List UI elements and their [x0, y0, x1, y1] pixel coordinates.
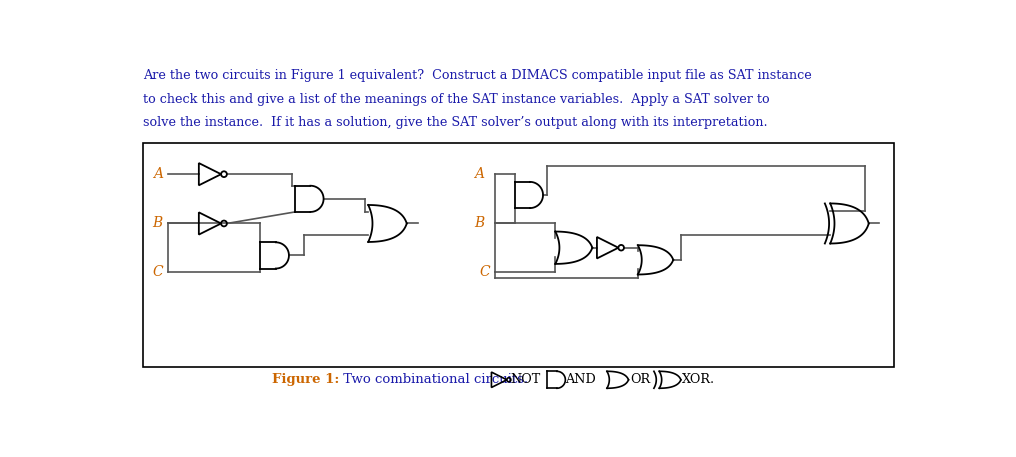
- Text: C: C: [152, 265, 164, 279]
- Text: AND: AND: [565, 373, 596, 386]
- Text: NOT: NOT: [510, 373, 541, 386]
- Text: XOR.: XOR.: [683, 373, 715, 386]
- Text: A: A: [473, 167, 484, 181]
- Text: A: A: [152, 167, 163, 181]
- Text: B: B: [473, 217, 484, 230]
- Text: B: B: [152, 217, 163, 230]
- Text: C: C: [480, 265, 491, 279]
- Text: OR: OR: [630, 373, 650, 386]
- Text: Figure 1:: Figure 1:: [272, 373, 339, 386]
- Text: to check this and give a list of the meanings of the SAT instance variables.  Ap: to check this and give a list of the mea…: [143, 93, 770, 106]
- Text: solve the instance.  If it has a solution, give the SAT solver’s output along wi: solve the instance. If it has a solution…: [143, 116, 768, 129]
- Bar: [143, 143, 894, 367]
- Text: Two combinational circuits.: Two combinational circuits.: [339, 373, 528, 386]
- Text: Are the two circuits in Figure 1 equivalent?  Construct a DIMACS compatible inpu: Are the two circuits in Figure 1 equival…: [143, 69, 812, 82]
